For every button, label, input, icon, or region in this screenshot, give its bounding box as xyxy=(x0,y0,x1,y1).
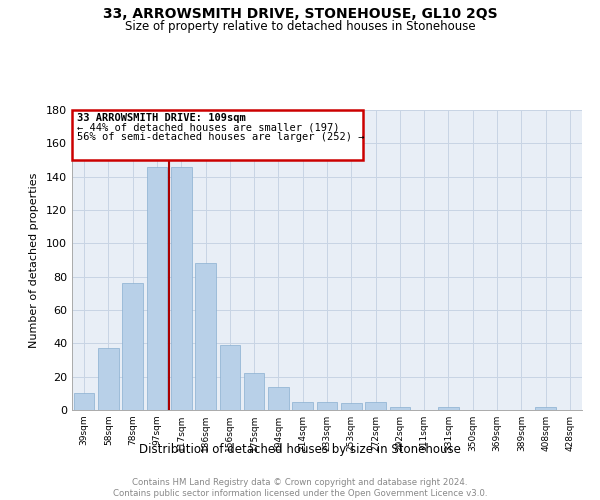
Bar xyxy=(171,166,191,410)
Bar xyxy=(317,402,337,410)
Bar xyxy=(389,406,410,410)
Bar xyxy=(535,406,556,410)
FancyBboxPatch shape xyxy=(72,110,364,160)
Y-axis label: Number of detached properties: Number of detached properties xyxy=(29,172,39,348)
Text: 33, ARROWSMITH DRIVE, STONEHOUSE, GL10 2QS: 33, ARROWSMITH DRIVE, STONEHOUSE, GL10 2… xyxy=(103,8,497,22)
Bar xyxy=(341,404,362,410)
Text: Contains HM Land Registry data © Crown copyright and database right 2024.
Contai: Contains HM Land Registry data © Crown c… xyxy=(113,478,487,498)
Text: 33 ARROWSMITH DRIVE: 109sqm: 33 ARROWSMITH DRIVE: 109sqm xyxy=(77,114,245,124)
Bar xyxy=(195,264,216,410)
Bar xyxy=(438,406,459,410)
Bar xyxy=(74,394,94,410)
Bar xyxy=(244,374,265,410)
Text: ← 44% of detached houses are smaller (197): ← 44% of detached houses are smaller (19… xyxy=(77,122,340,132)
Bar xyxy=(146,166,167,410)
Bar xyxy=(292,402,313,410)
Text: Size of property relative to detached houses in Stonehouse: Size of property relative to detached ho… xyxy=(125,20,475,33)
Bar xyxy=(98,348,119,410)
Bar xyxy=(220,345,240,410)
Bar xyxy=(365,402,386,410)
Text: Distribution of detached houses by size in Stonehouse: Distribution of detached houses by size … xyxy=(139,442,461,456)
Bar xyxy=(122,284,143,410)
Bar xyxy=(268,386,289,410)
Text: 56% of semi-detached houses are larger (252) →: 56% of semi-detached houses are larger (… xyxy=(77,132,364,141)
